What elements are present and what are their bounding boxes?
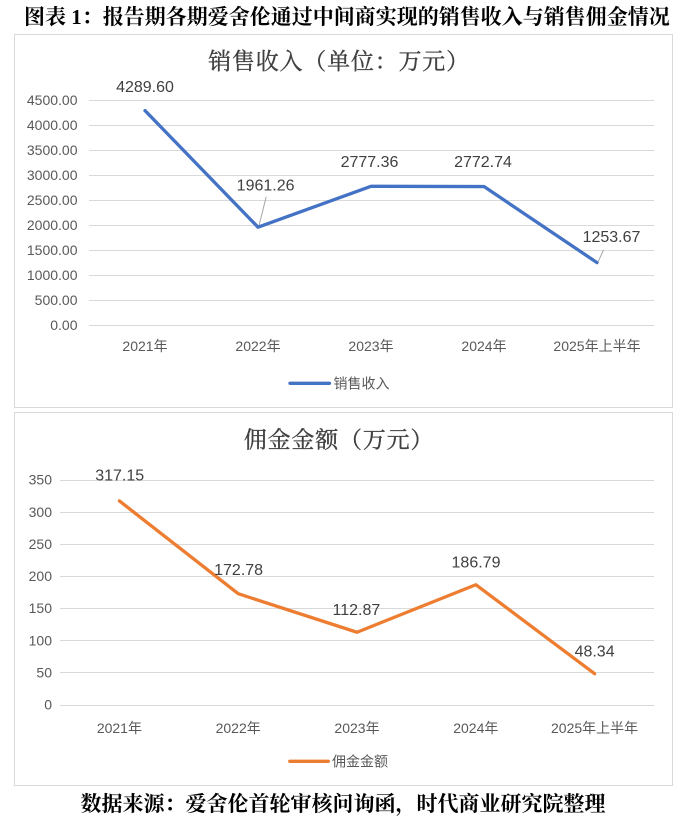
svg-text:2024年: 2024年 [461, 338, 506, 354]
svg-text:4000.00: 4000.00 [27, 117, 78, 133]
svg-text:1253.67: 1253.67 [583, 229, 641, 246]
svg-text:4500.00: 4500.00 [27, 92, 78, 108]
svg-text:2025年上半年: 2025年上半年 [553, 338, 640, 354]
svg-text:2022年: 2022年 [235, 338, 280, 354]
svg-text:3000.00: 3000.00 [27, 167, 78, 183]
svg-text:2021年: 2021年 [97, 720, 142, 736]
svg-text:2021年: 2021年 [122, 338, 167, 354]
svg-text:1500.00: 1500.00 [27, 242, 78, 258]
svg-text:2022年: 2022年 [216, 720, 261, 736]
svg-text:500.00: 500.00 [35, 292, 78, 308]
svg-text:172.78: 172.78 [214, 562, 263, 579]
svg-text:销售收入: 销售收入 [334, 375, 390, 391]
svg-text:186.79: 186.79 [452, 554, 501, 571]
svg-text:2023年: 2023年 [334, 720, 379, 736]
svg-text:2500.00: 2500.00 [27, 192, 78, 208]
svg-text:250: 250 [29, 536, 53, 552]
svg-text:2777.36: 2777.36 [341, 154, 399, 171]
svg-text:150: 150 [29, 600, 53, 616]
svg-text:48.34: 48.34 [575, 644, 615, 661]
svg-text:100: 100 [29, 632, 53, 648]
svg-text:2023年: 2023年 [348, 338, 393, 354]
svg-text:1961.26: 1961.26 [237, 177, 295, 194]
svg-text:佣金金额: 佣金金额 [332, 753, 388, 769]
svg-text:350: 350 [29, 472, 53, 488]
svg-text:2025年上半年: 2025年上半年 [551, 720, 638, 736]
svg-text:4289.60: 4289.60 [116, 79, 174, 96]
svg-text:0.00: 0.00 [50, 317, 77, 333]
svg-text:销售收入（单位：万元）: 销售收入（单位：万元） [208, 49, 470, 74]
svg-text:2772.74: 2772.74 [454, 154, 512, 171]
svg-text:3500.00: 3500.00 [27, 142, 78, 158]
svg-text:2000.00: 2000.00 [27, 217, 78, 233]
svg-text:200: 200 [29, 568, 53, 584]
svg-text:50: 50 [36, 665, 52, 681]
svg-text:300: 300 [29, 504, 53, 520]
svg-text:0: 0 [44, 697, 52, 713]
svg-text:317.15: 317.15 [95, 468, 144, 485]
svg-text:2024年: 2024年 [453, 720, 498, 736]
svg-text:佣金金额（万元）: 佣金金额（万元） [244, 428, 434, 453]
svg-text:112.87: 112.87 [333, 602, 381, 619]
svg-text:1000.00: 1000.00 [27, 267, 78, 283]
